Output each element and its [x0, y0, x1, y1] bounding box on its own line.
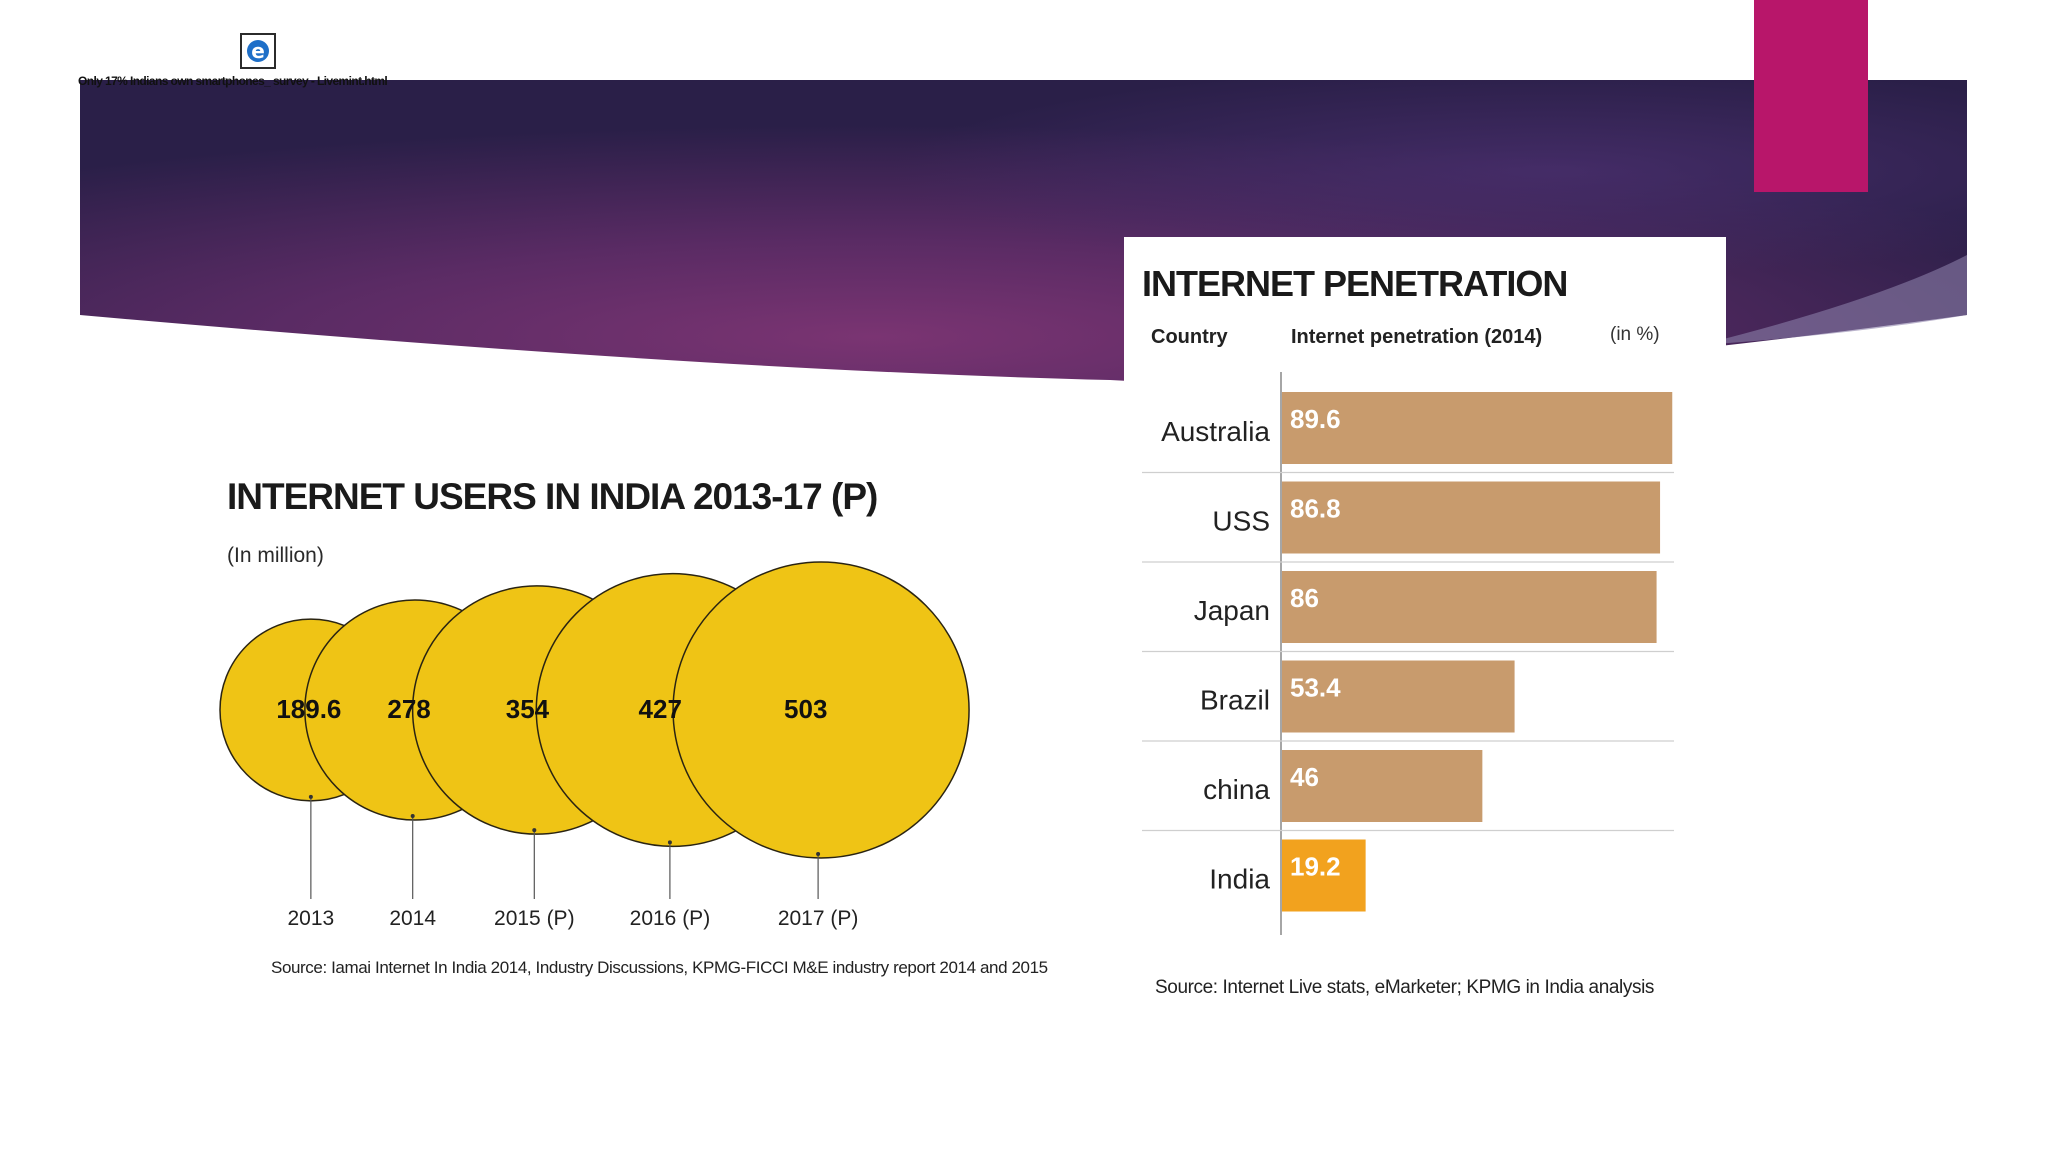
bar-value-label: 53.4: [1290, 673, 1341, 703]
column-header-penetration: Internet penetration (2014): [1291, 326, 1543, 348]
column-header-country: Country: [1151, 326, 1228, 348]
penetration-chart-source: Source: Internet Live stats, eMarketer; …: [1155, 977, 1654, 998]
bar-value-label: 19.2: [1290, 852, 1341, 882]
banner-accent-wave: [1700, 255, 1967, 345]
bar-value-label: 89.6: [1290, 404, 1341, 434]
bar-category-label: china: [1203, 774, 1270, 805]
bar-value-label: 46: [1290, 762, 1319, 792]
penetration-panel: INTERNET PENETRATION Country Internet pe…: [1124, 237, 1726, 1007]
file-attachment-label[interactable]: Only 17% Indians own smartphones_ survey…: [78, 74, 388, 88]
bar-value-label: 86.8: [1290, 494, 1341, 524]
bar-category-label: Brazil: [1200, 685, 1270, 716]
bar-category-label: Australia: [1161, 416, 1270, 447]
unit-note: (in %): [1610, 324, 1660, 345]
bar-category-label: Japan: [1194, 595, 1270, 626]
users-chart-source: Source: Iamai Internet In India 2014, In…: [271, 958, 1048, 977]
bar-category-label: USS: [1212, 506, 1270, 537]
penetration-bar: [1282, 839, 1366, 912]
penetration-chart-title: INTERNET PENETRATION: [1142, 263, 1568, 304]
penetration-bar: [1282, 750, 1483, 822]
penetration-bar: [1282, 571, 1657, 643]
users-chart-subtitle: (In million): [227, 544, 324, 567]
bar-value-label: 86: [1290, 583, 1319, 613]
ie-document-icon[interactable]: e: [240, 33, 276, 69]
users-chart-title: INTERNET USERS IN INDIA 2013-17 (P): [227, 476, 878, 517]
penetration-bar: [1282, 660, 1515, 733]
bar-category-label: India: [1209, 864, 1270, 895]
penetration-bar-chart: 89.6 Australia 86.8 USS 86 Japan 53.4 Brazil 46 c…: [1142, 372, 1674, 935]
penetration-bar: [1282, 392, 1673, 464]
penetration-bar: [1282, 481, 1661, 554]
accent-bar: [1754, 0, 1868, 192]
